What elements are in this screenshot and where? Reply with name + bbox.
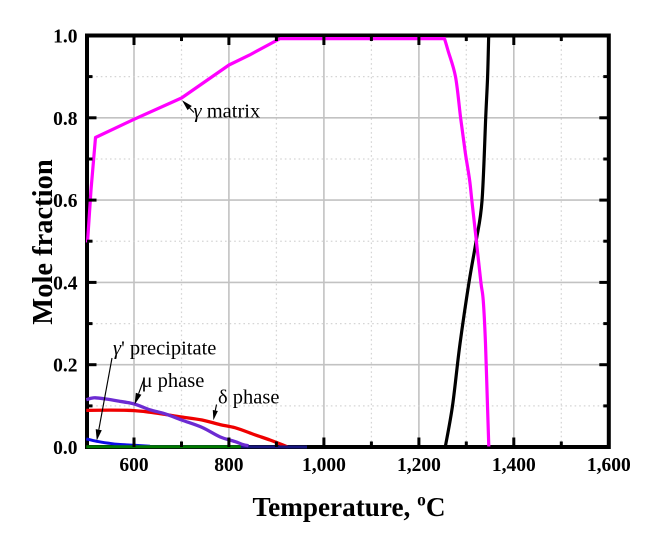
svg-text:δ phase: δ phase — [218, 387, 279, 409]
svg-text:μ phase: μ phase — [142, 370, 205, 392]
svg-text:0.6: 0.6 — [53, 191, 78, 212]
svg-text:0.0: 0.0 — [53, 438, 77, 459]
svg-text:Temperature, oC: Temperature, oC — [253, 490, 446, 523]
svg-text:800: 800 — [214, 455, 243, 476]
svg-text:1,000: 1,000 — [302, 455, 346, 476]
svg-text:600: 600 — [119, 455, 148, 476]
svg-text:0.2: 0.2 — [53, 356, 77, 377]
svg-text:1,200: 1,200 — [397, 455, 441, 476]
svg-text:1,400: 1,400 — [492, 455, 536, 476]
svg-text:0.8: 0.8 — [53, 109, 78, 130]
svg-text:γ matrix: γ matrix — [194, 101, 261, 123]
svg-text:1,600: 1,600 — [587, 455, 631, 476]
svg-text:γ' precipitate: γ' precipitate — [113, 338, 216, 360]
svg-text:Mole fraction: Mole fraction — [28, 159, 59, 325]
svg-text:0.4: 0.4 — [53, 273, 78, 294]
svg-text:1.0: 1.0 — [53, 27, 77, 48]
